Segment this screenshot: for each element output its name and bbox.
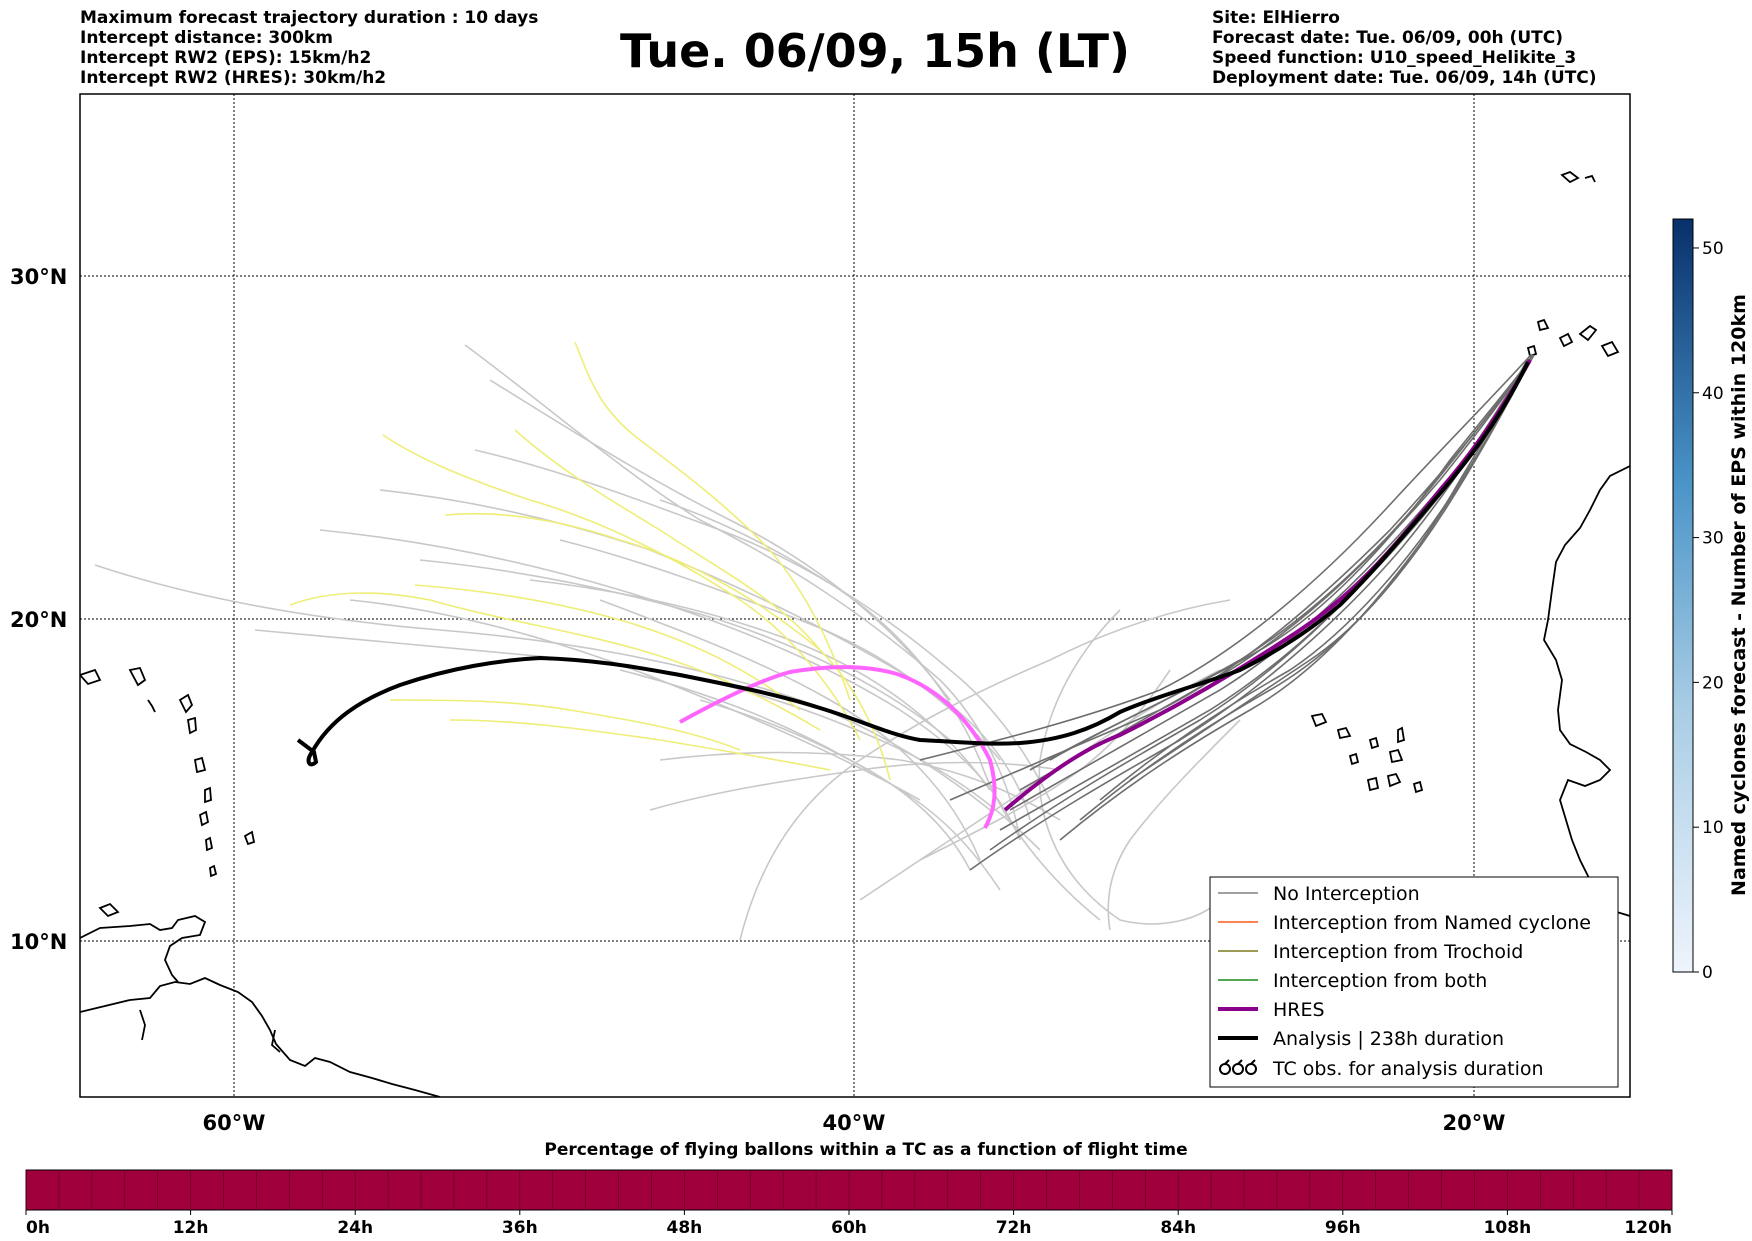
bottom-colorbar-tick-label: 60h: [831, 1218, 867, 1238]
legend-label-both: Interception from both: [1273, 970, 1487, 992]
colorbar-tick-label: 40: [1702, 384, 1724, 404]
bottom-colorbar-tick-label: 96h: [1325, 1218, 1361, 1238]
lon-tick-60w: 60°W: [203, 1111, 266, 1135]
bottom-colorbar-tick-label: 120h: [1624, 1218, 1672, 1238]
colorbar-ticks: 0 10 20 30 40 50: [1693, 239, 1724, 983]
bottom-colorbar-tick-label: 12h: [173, 1218, 209, 1238]
intercept-rw2-eps: Intercept RW2 (EPS): 15km/h2: [80, 48, 372, 68]
bottom-colorbar-tick-label: 24h: [337, 1218, 373, 1238]
forecast-date: Forecast date: Tue. 06/09, 00h (UTC): [1212, 28, 1563, 48]
colorbar-tick-label: 50: [1702, 239, 1724, 259]
lat-tick-10n: 10°N: [10, 930, 67, 954]
bottom-colorbar-tick-label: 48h: [667, 1218, 703, 1238]
legend-box: [1209, 876, 1619, 1088]
deployment-date: Deployment date: Tue. 06/09, 14h (UTC): [1212, 68, 1597, 88]
lat-tick-30n: 30°N: [10, 265, 67, 289]
bottom-colorbar-ticks: 0h 12h 24h 36h 48h 60h 72h 84h 96h 108h 120h: [25, 1170, 1673, 1238]
legend-label-trochoid: Interception from Trochoid: [1273, 941, 1523, 963]
intercept-rw2-hres: Intercept RW2 (HRES): 30km/h2: [80, 68, 387, 88]
lat-tick-20n: 20°N: [10, 608, 67, 632]
legend-label-hres: HRES: [1273, 999, 1325, 1021]
legend: No Interception Interception from Named …: [1209, 876, 1619, 1088]
bottom-colorbar-tick-label: 36h: [502, 1218, 538, 1238]
colorbar-tick-label: 0: [1702, 963, 1713, 983]
bottom-colorbar-tick-label: 84h: [1160, 1218, 1196, 1238]
analysis-track: [296, 361, 1530, 767]
graticule: [80, 94, 1630, 1097]
intercept-distance: Intercept distance: 300km: [80, 28, 333, 48]
forecast-parameters: Maximum forecast trajectory duration : 1…: [80, 8, 538, 88]
colorbar-gradient: [1672, 218, 1694, 973]
legend-label-no-interception: No Interception: [1273, 883, 1420, 905]
bottom-colorbar-title: Percentage of flying ballons within a TC…: [544, 1140, 1187, 1160]
colorbar-tick-label: 30: [1702, 529, 1724, 549]
coastlines: [80, 170, 1630, 1097]
map-frame: [79, 93, 1631, 1098]
legend-label-named-cyclone: Interception from Named cyclone: [1273, 912, 1591, 934]
max-trajectory-duration: Maximum forecast trajectory duration : 1…: [80, 8, 539, 28]
legend-label-tc-obs: TC obs. for analysis duration: [1272, 1058, 1544, 1080]
site-name: Site: ElHierro: [1212, 8, 1340, 28]
tc-obs-symbol-icon: [1219, 1059, 1257, 1075]
legend-label-analysis: Analysis | 238h duration: [1273, 1028, 1504, 1050]
lon-tick-40w: 40°W: [823, 1111, 886, 1135]
speed-function: Speed function: U10_speed_Helikite_3: [1212, 48, 1577, 68]
bottom-colorbar-tick-label: 0h: [26, 1218, 50, 1238]
lat-tick-labels: 30°N 20°N 10°N: [10, 265, 67, 954]
hres-track-early: [679, 665, 997, 829]
site-parameters: Site: ElHierro Forecast date: Tue. 06/09…: [1212, 8, 1597, 88]
tc-percentage-colorbar: Percentage of flying ballons within a TC…: [25, 1140, 1673, 1238]
colorbar-tick-label: 10: [1702, 818, 1724, 838]
named-cyclones-colorbar: 0 10 20 30 40 50 Named cyclones forecast - Nu…: [1672, 218, 1750, 983]
page-title: Tue. 06/09, 15h (LT): [620, 24, 1130, 78]
lon-tick-labels: 60°W 40°W 20°W: [203, 1111, 1506, 1135]
colorbar-tick-label: 20: [1702, 673, 1724, 693]
bottom-colorbar-tick-label: 108h: [1484, 1218, 1532, 1238]
lon-tick-20w: 20°W: [1443, 1111, 1506, 1135]
colorbar-label: Named cyclones forecast - Number of EPS …: [1728, 294, 1750, 896]
bottom-colorbar-tick-label: 72h: [996, 1218, 1032, 1238]
